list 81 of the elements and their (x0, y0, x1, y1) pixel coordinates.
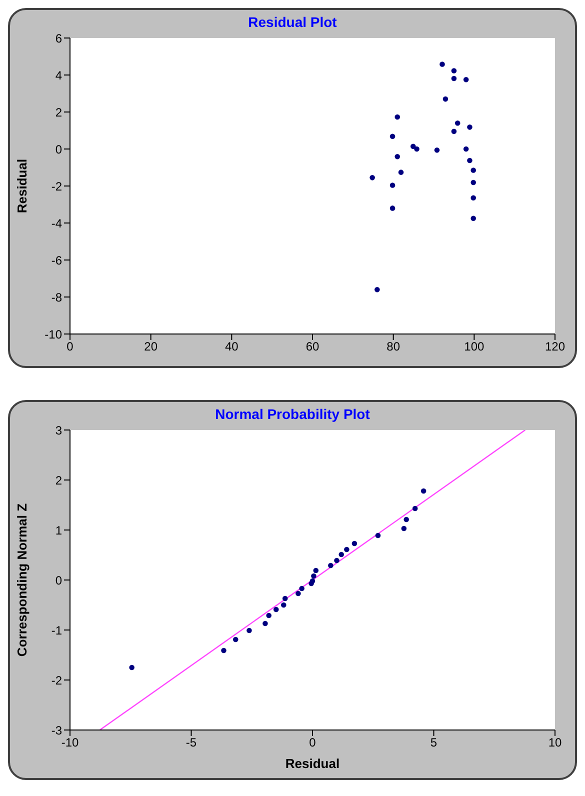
point (467, 124, 472, 130)
x-tick-label: 60 (306, 340, 320, 354)
point (451, 68, 457, 74)
y-axis-title: Corresponding Normal Z (14, 503, 30, 657)
point (390, 206, 396, 211)
point (434, 147, 440, 153)
y-tick-label: -2 (51, 673, 62, 688)
point (280, 602, 286, 608)
point (451, 76, 457, 82)
y-tick-label: 0 (55, 142, 62, 156)
point (310, 578, 316, 584)
y-tick-label: 2 (55, 473, 62, 488)
point (299, 586, 304, 592)
x-tick-label: 100 (464, 340, 484, 354)
point (467, 158, 472, 164)
y-tick-label: -2 (51, 179, 62, 194)
y-tick-label: 0 (55, 573, 62, 588)
point (414, 146, 420, 152)
point (410, 144, 416, 150)
y-tick-label: -1 (51, 623, 62, 638)
point (246, 628, 252, 634)
y-tick-label: 3 (55, 423, 62, 438)
y-tick-label: -8 (51, 290, 62, 304)
point (352, 540, 358, 546)
point (390, 182, 396, 188)
x-tick-label: 10 (548, 736, 562, 750)
x-tick-label: -5 (186, 736, 197, 750)
point (404, 516, 409, 522)
point (454, 120, 460, 126)
x-axis-title: Residual (285, 756, 340, 771)
point (463, 146, 469, 152)
point (262, 620, 268, 626)
point (470, 180, 476, 186)
x-tick-label: 40 (224, 340, 239, 354)
x-tick-label: 20 (144, 340, 158, 354)
point (390, 134, 396, 140)
point (374, 286, 380, 292)
point (398, 170, 404, 175)
point (401, 526, 407, 532)
point (375, 532, 381, 538)
point (394, 154, 400, 160)
point (344, 546, 350, 552)
point (470, 168, 476, 173)
point (273, 606, 279, 612)
y-tick-label: -3 (51, 723, 62, 738)
point (232, 636, 238, 642)
point (311, 573, 316, 579)
point (221, 648, 226, 654)
point (338, 552, 344, 558)
x-tick-label: 5 (430, 736, 438, 750)
point (440, 62, 445, 67)
y-tick-label: 4 (55, 68, 62, 82)
chart-title: Residual Plot (247, 14, 338, 30)
y-tick-label: -10 (44, 327, 62, 342)
point (282, 596, 288, 602)
x-tick-label: 0 (309, 736, 316, 750)
chart-title: Normal Probability Plot (214, 406, 371, 422)
y-tick-label: -6 (51, 253, 62, 268)
point (370, 175, 375, 180)
point (334, 558, 340, 564)
point (129, 664, 134, 670)
point (313, 568, 319, 574)
point (394, 114, 400, 120)
point (463, 76, 469, 82)
y-tick-label: -4 (51, 216, 62, 230)
x-tick-label: 80 (386, 340, 400, 354)
x-tick-label: 0 (66, 340, 74, 354)
point (442, 96, 448, 102)
point (420, 488, 426, 494)
x-tick-label: 120 (544, 340, 566, 354)
point (328, 562, 334, 568)
point (266, 612, 272, 618)
y-tick-label: 1 (55, 523, 62, 538)
point (412, 506, 418, 512)
y-axis-title: Residual (14, 158, 30, 214)
point (451, 128, 457, 134)
y-tick-label: 2 (55, 105, 62, 120)
point (470, 216, 476, 222)
point (470, 195, 476, 200)
point (296, 590, 301, 596)
y-tick-label: 6 (55, 31, 62, 46)
